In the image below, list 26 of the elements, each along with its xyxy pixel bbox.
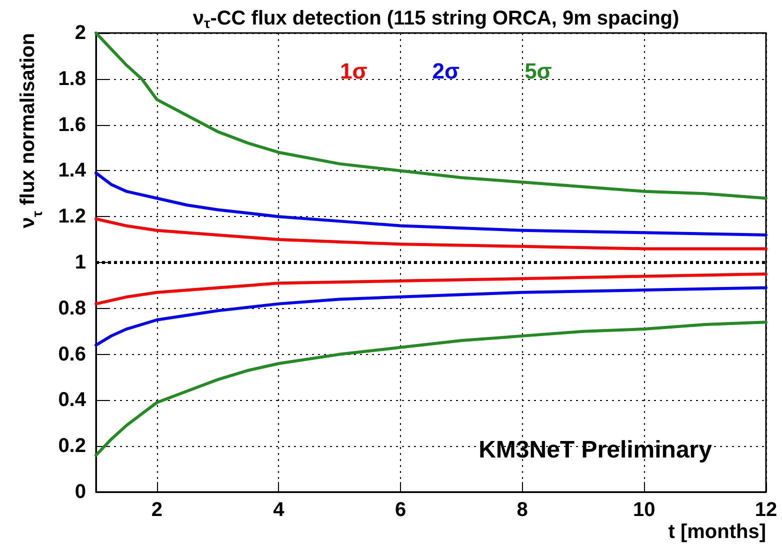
y-tick-label: 1.2 <box>58 206 86 228</box>
text: 5σ <box>524 58 552 84</box>
y-tick-label: 0 <box>74 481 86 503</box>
x-tick-label: 10 <box>633 499 656 521</box>
y-tick-label: 1.4 <box>58 160 87 182</box>
x-tick-label: 6 <box>394 499 406 521</box>
y-tick-label: 0.2 <box>58 435 86 458</box>
x-tick-label: 12 <box>754 499 778 521</box>
x-tick-label: 2 <box>151 499 162 521</box>
line-series <box>94 171 768 236</box>
y-tick-label: 1.8 <box>58 68 86 90</box>
x-tick-label: 4 <box>273 499 286 521</box>
line-series <box>94 217 768 250</box>
line-series <box>94 272 768 306</box>
x-axis-title: t [months] <box>668 521 766 543</box>
line-series <box>94 286 768 347</box>
y-tick-label: 2 <box>74 22 86 44</box>
y-tick-label: 0.8 <box>58 297 86 320</box>
y-tick-label: 1 <box>74 252 86 274</box>
y-tick-label: 0.6 <box>58 343 86 366</box>
x-tick-label: 8 <box>516 499 528 521</box>
y-tick-label: 0.4 <box>58 389 87 412</box>
annotation: KM3NeT Preliminary <box>478 436 713 464</box>
text: 2σ <box>432 58 460 84</box>
text: 1σ <box>340 58 368 84</box>
y-tick-label: 1.6 <box>58 114 86 136</box>
